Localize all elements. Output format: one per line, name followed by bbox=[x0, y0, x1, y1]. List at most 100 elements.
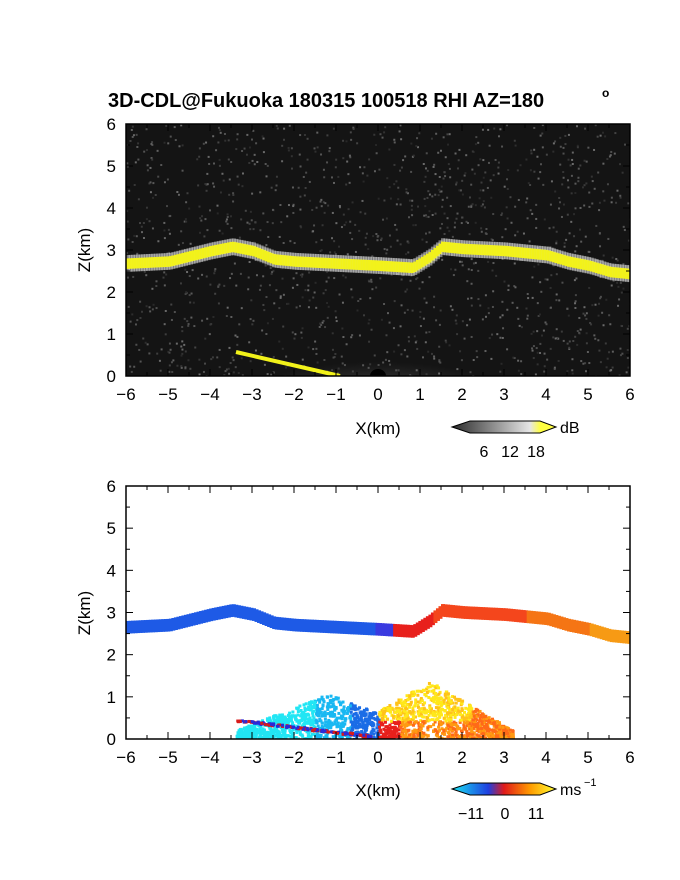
velocity-echo-cell bbox=[383, 710, 387, 714]
noise-speck bbox=[411, 199, 414, 202]
noise-speck bbox=[513, 262, 516, 265]
velocity-echo-cell bbox=[397, 722, 401, 726]
noise-speck bbox=[167, 228, 170, 231]
velocity-echo-cell bbox=[447, 696, 451, 700]
noise-speck bbox=[582, 312, 585, 315]
noise-speck bbox=[558, 197, 561, 200]
layer-core bbox=[556, 253, 561, 264]
velocity-echo-cell bbox=[405, 703, 409, 707]
noise-speck bbox=[138, 348, 141, 351]
noise-speck bbox=[320, 198, 323, 201]
noise-speck bbox=[225, 218, 228, 221]
noise-speck bbox=[479, 304, 482, 307]
noise-speck bbox=[585, 317, 588, 320]
layer-core bbox=[435, 245, 440, 257]
noise-speck bbox=[412, 154, 415, 157]
velocity-echo-cell bbox=[247, 733, 251, 737]
velocity-echo-cell bbox=[463, 735, 467, 739]
velocity-echo-cell bbox=[470, 727, 474, 731]
velocity-echo-cell bbox=[343, 732, 347, 736]
noise-speck bbox=[180, 124, 183, 127]
velocity-echo-cell bbox=[467, 721, 471, 725]
velocity-layer-cell bbox=[496, 607, 501, 621]
noise-speck bbox=[562, 152, 565, 155]
velocity-echo-cell bbox=[411, 723, 415, 727]
noise-speck bbox=[477, 141, 480, 144]
velocity-echo-cell bbox=[291, 732, 295, 736]
noise-speck bbox=[590, 175, 593, 178]
noise-speck bbox=[212, 162, 215, 165]
velocity-echo-cell bbox=[449, 727, 453, 731]
velocity-echo-cell bbox=[384, 736, 388, 739]
noise-speck bbox=[506, 187, 509, 190]
velocity-echo-cell bbox=[454, 713, 458, 717]
noise-speck bbox=[482, 200, 485, 203]
noise-speck bbox=[227, 158, 230, 161]
noise-speck bbox=[158, 359, 161, 362]
velocity-echo-cell bbox=[402, 729, 406, 733]
layer-core bbox=[327, 257, 332, 269]
noise-speck bbox=[322, 168, 325, 171]
noise-speck bbox=[610, 196, 613, 199]
x-tick-label: −2 bbox=[284, 748, 303, 767]
noise-speck bbox=[229, 277, 232, 280]
noise-speck bbox=[455, 181, 458, 184]
layer-core bbox=[496, 245, 501, 256]
velocity-echo-cell bbox=[467, 725, 471, 729]
velocity-echo-cell bbox=[335, 697, 339, 701]
layer-core bbox=[302, 256, 307, 268]
noise-speck bbox=[529, 209, 532, 212]
velocity-echo-cell bbox=[485, 722, 489, 726]
noise-speck bbox=[201, 273, 204, 276]
noise-speck bbox=[324, 202, 327, 205]
noise-speck bbox=[423, 197, 426, 200]
layer-core bbox=[365, 259, 370, 271]
velocity-echo-cell bbox=[272, 719, 276, 723]
noise-speck bbox=[487, 161, 490, 164]
noise-speck bbox=[583, 184, 586, 187]
velocity-echo-cell bbox=[381, 735, 385, 739]
layer-core bbox=[357, 259, 362, 270]
noise-speck bbox=[218, 164, 221, 167]
noise-speck bbox=[219, 191, 222, 194]
velocity-echo-cell bbox=[283, 729, 287, 733]
noise-speck bbox=[275, 175, 278, 178]
velocity-echo-cell bbox=[475, 713, 479, 717]
velocity-echo-cell bbox=[461, 715, 465, 719]
velocity-echo-cell bbox=[446, 711, 450, 715]
noise-speck bbox=[591, 202, 594, 205]
noise-speck bbox=[186, 320, 189, 323]
noise-speck bbox=[555, 242, 558, 245]
velocity-echo-cell bbox=[278, 713, 282, 717]
noise-speck bbox=[229, 215, 232, 218]
velocity-echo-cell bbox=[410, 736, 414, 739]
velocity-echo-cell bbox=[416, 734, 420, 738]
velocity-echo-cell bbox=[337, 711, 341, 715]
layer-core bbox=[224, 242, 229, 254]
velocity-echo-cell bbox=[349, 717, 353, 721]
velocity-echo-cell bbox=[434, 696, 438, 700]
noise-speck bbox=[427, 215, 430, 218]
noise-speck bbox=[370, 280, 373, 283]
velocity-echo-cell bbox=[287, 720, 291, 724]
layer-core bbox=[221, 243, 226, 254]
velocity-echo-cell bbox=[408, 710, 412, 714]
noise-speck bbox=[250, 138, 253, 141]
velocity-echo-cell bbox=[297, 721, 301, 725]
velocity-echo-cell bbox=[413, 715, 417, 719]
noise-speck bbox=[266, 322, 269, 325]
noise-speck bbox=[533, 126, 536, 129]
noise-speck bbox=[146, 164, 149, 167]
velocity-layer-cell bbox=[420, 619, 425, 633]
layer-core bbox=[428, 252, 433, 263]
velocity-echo-cell bbox=[362, 733, 366, 737]
layer-core bbox=[597, 263, 602, 274]
velocity-echo-cell bbox=[479, 715, 483, 719]
velocity-layer-cell bbox=[466, 606, 471, 620]
velocity-echo-cell bbox=[415, 728, 419, 732]
noise-speck bbox=[535, 347, 538, 350]
velocity-layer-cell bbox=[433, 610, 438, 624]
velocity-echo-cell bbox=[363, 730, 367, 734]
velocity-layer-cell bbox=[330, 620, 335, 634]
noise-speck bbox=[393, 138, 396, 141]
